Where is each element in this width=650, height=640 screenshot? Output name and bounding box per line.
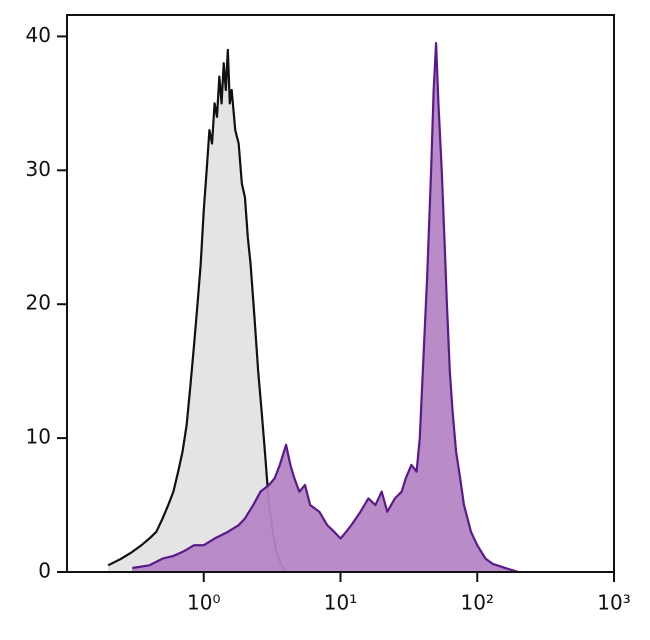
y-tick-label: 10 [26, 425, 51, 449]
histogram-line [107, 48, 287, 573]
histogram-fill [132, 43, 519, 572]
y-tick-label: 20 [26, 291, 51, 315]
x-tick-label: 10² [461, 591, 494, 615]
y-tick-label: 30 [26, 157, 51, 181]
x-tick-label: 10³ [597, 591, 630, 615]
axes-frame [66, 14, 615, 573]
plot-area [107, 42, 519, 574]
histogram-line [132, 42, 519, 574]
x-tick-label: 10⁰ [187, 591, 220, 615]
y-tick-label: 40 [26, 23, 51, 47]
x-tick-label: 10¹ [324, 591, 357, 615]
y-tick-label: 0 [38, 559, 51, 583]
